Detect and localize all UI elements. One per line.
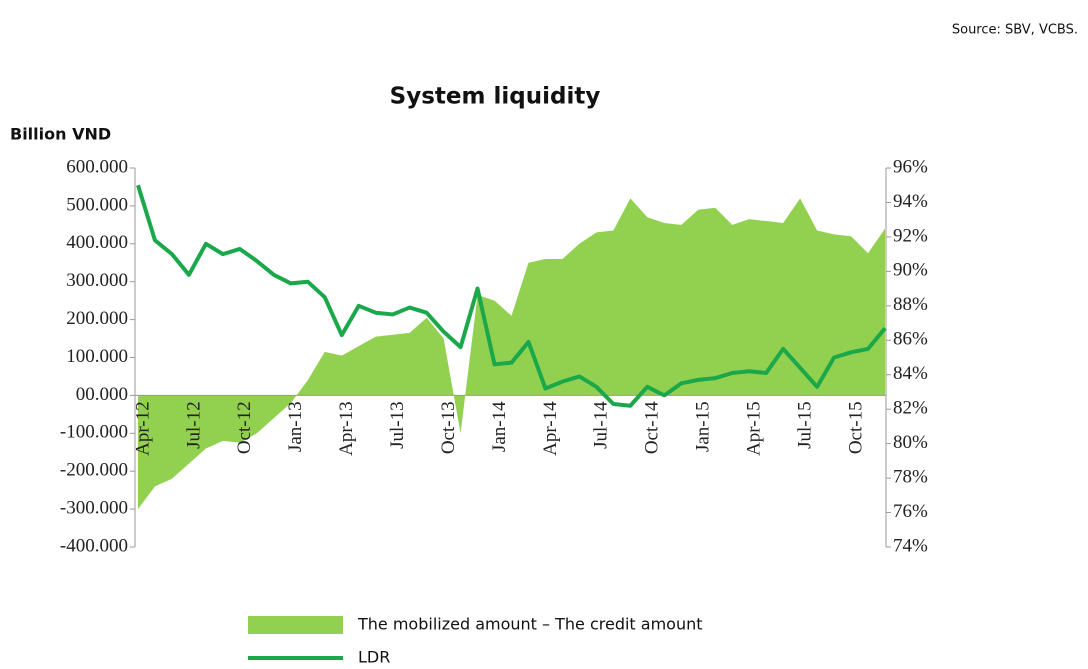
y-tick-label: 500.000 [66, 194, 128, 215]
y2-tick-label: 90% [893, 260, 928, 281]
x-tick-label: Oct-14 [642, 401, 663, 454]
y2-tick-label: 80% [893, 432, 928, 453]
y-tick-label: 600.000 [66, 156, 128, 177]
legend-swatch [248, 616, 343, 634]
y-axis-label: Billion VND [10, 125, 111, 144]
x-tick-label: Oct-15 [845, 401, 866, 454]
x-tick-label: Jul-15 [794, 401, 815, 449]
y-tick-label: 300.000 [66, 270, 128, 291]
y2-tick-label: 88% [893, 294, 928, 315]
x-tick-label: Jul-14 [591, 401, 612, 449]
y-tick-label: -100.000 [60, 422, 128, 443]
y2-tick-label: 74% [893, 535, 928, 556]
y-tick-label: 100.000 [66, 346, 128, 367]
line [136, 184, 887, 408]
y-tick-label: 400.000 [66, 232, 128, 253]
x-tick-label: Jul-13 [387, 401, 408, 449]
x-tick-label: Apr-13 [336, 401, 357, 456]
x-tick-label: Apr-12 [132, 401, 153, 456]
y2-tick-label: 76% [893, 501, 928, 522]
chart-title: System liquidity [390, 84, 601, 110]
x-tick-label: Jan-13 [285, 401, 306, 452]
x-tick-label: Jan-15 [693, 401, 714, 452]
y2-tick-label: 78% [893, 466, 928, 487]
y2-tick-label: 82% [893, 398, 928, 419]
y2-tick-label: 94% [893, 191, 928, 212]
x-tick-label: Apr-15 [744, 401, 765, 456]
legend-label: LDR [358, 648, 390, 667]
y-tick-label: -400.000 [60, 535, 128, 556]
x-tick-label: Oct-12 [234, 401, 255, 454]
x-tick-label: Jan-14 [489, 401, 510, 452]
x-tick-label: Jul-12 [183, 401, 204, 449]
legend-label: The mobilized amount – The credit amount [357, 615, 703, 634]
y-tick-label: -200.000 [60, 460, 128, 481]
y2-tick-label: 86% [893, 329, 928, 350]
y2-tick-label: 92% [893, 225, 928, 246]
area [138, 198, 885, 510]
y-tick-label: 00.000 [76, 384, 128, 405]
y2-tick-label: 84% [893, 363, 928, 384]
x-tick-label: Oct-13 [438, 401, 459, 454]
source: Source: SBV, VCBS. [952, 23, 1078, 38]
y-tick-label: 200.000 [66, 308, 128, 329]
x-tick-label: Apr-14 [540, 401, 561, 456]
y-tick-label: -300.000 [60, 497, 128, 518]
y2-tick-label: 96% [893, 156, 928, 177]
